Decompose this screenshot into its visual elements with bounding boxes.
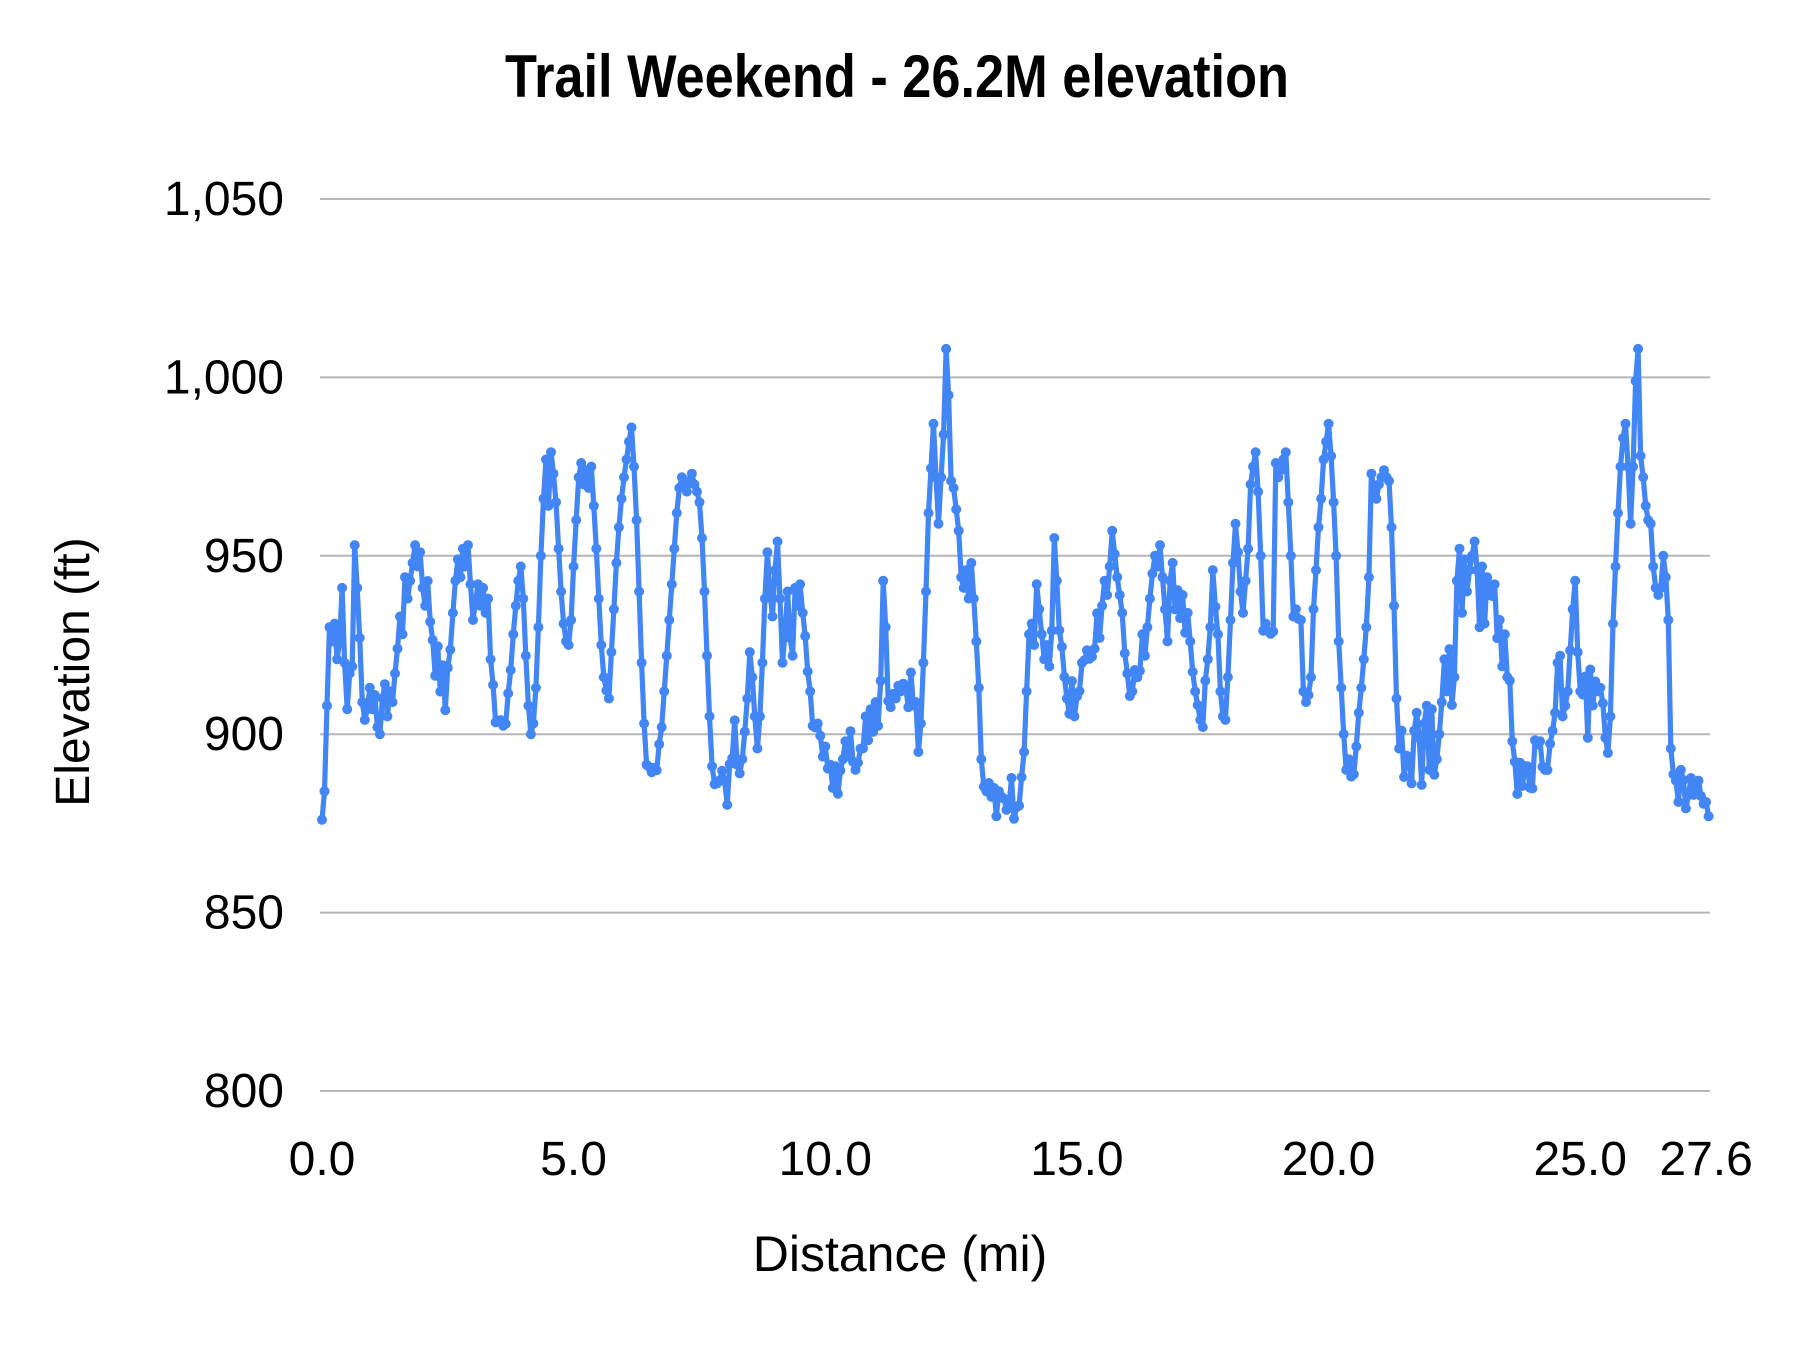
svg-text:Trail Weekend - 26.2M elevatio: Trail Weekend - 26.2M elevation bbox=[505, 43, 1289, 110]
svg-text:5.0: 5.0 bbox=[540, 1133, 607, 1186]
svg-text:Elevation (ft): Elevation (ft) bbox=[47, 537, 100, 806]
svg-text:900: 900 bbox=[204, 708, 284, 761]
svg-text:20.0: 20.0 bbox=[1282, 1133, 1375, 1186]
svg-text:Distance (mi): Distance (mi) bbox=[753, 1226, 1047, 1282]
svg-text:1,000: 1,000 bbox=[164, 351, 284, 404]
svg-text:10.0: 10.0 bbox=[779, 1133, 872, 1186]
svg-text:800: 800 bbox=[204, 1065, 284, 1118]
svg-text:15.0: 15.0 bbox=[1030, 1133, 1123, 1186]
svg-text:0.0: 0.0 bbox=[289, 1133, 356, 1186]
svg-text:25.0: 25.0 bbox=[1533, 1133, 1626, 1186]
svg-text:850: 850 bbox=[204, 887, 284, 940]
svg-text:1,050: 1,050 bbox=[164, 173, 284, 226]
svg-text:950: 950 bbox=[204, 530, 284, 583]
svg-text:27.6: 27.6 bbox=[1659, 1133, 1752, 1186]
